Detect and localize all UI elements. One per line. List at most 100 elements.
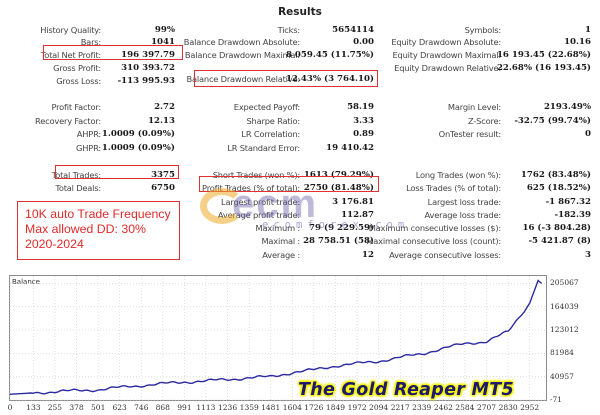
x-tick-label: 0 bbox=[7, 403, 13, 412]
stat-label: Ticks: bbox=[277, 25, 301, 35]
stat-label: Balance Drawdown Maximal: bbox=[184, 50, 300, 60]
stat-label: OnTester result: bbox=[438, 129, 502, 139]
stat-label: AHPR: bbox=[76, 129, 101, 139]
x-tick-label: 1726 bbox=[304, 403, 324, 412]
stat-label: Balance Drawdown Relative: bbox=[186, 74, 301, 84]
note-line-3: 2020-2024 bbox=[25, 237, 84, 251]
chart-title: Balance bbox=[12, 278, 40, 286]
stat-value: 196 397.79 bbox=[121, 50, 175, 60]
stat-value: 16 (-3 804.28) bbox=[522, 223, 591, 233]
stat-label: Equity Drawdown Absolute: bbox=[391, 37, 501, 47]
stat-value: 3 176.81 bbox=[332, 197, 374, 207]
stat-value: 22.68% (16 193.45) bbox=[496, 63, 591, 73]
y-tick-label: 205067 bbox=[550, 278, 579, 288]
stat-value: 1041 bbox=[151, 37, 175, 47]
stat-label: Loss Trades (% of total): bbox=[406, 183, 501, 193]
stat-value: 0.00 bbox=[353, 37, 374, 47]
stat-label: LR Standard Error: bbox=[227, 143, 300, 153]
stat-value: 12.13 bbox=[148, 116, 175, 126]
stat-label: Total Trades: bbox=[51, 170, 101, 180]
stat-value: 19 410.42 bbox=[326, 143, 374, 153]
brand-overlay: The Gold Reaper MT5 bbox=[298, 380, 514, 400]
stat-value: 16 193.45 (22.68%) bbox=[496, 50, 591, 60]
x-tick-label: 2830 bbox=[498, 403, 518, 412]
x-tick-label: 1236 bbox=[218, 403, 238, 412]
stat-label: Equity Drawdown Relative: bbox=[394, 63, 501, 73]
x-tick-label: 2584 bbox=[455, 403, 475, 412]
stat-value: 0 bbox=[585, 129, 591, 139]
x-tick-label: 2339 bbox=[412, 403, 432, 412]
stat-label: Largest profit trade: bbox=[221, 197, 300, 207]
stat-label: Expected Payoff: bbox=[233, 102, 300, 112]
x-tick-label: 2094 bbox=[369, 403, 389, 412]
x-tick-label: 2217 bbox=[390, 403, 410, 412]
stat-value: 79 (9 229.59) bbox=[309, 223, 374, 233]
stat-label: Recovery Factor: bbox=[35, 116, 101, 126]
strategy-note: 10K auto Trade Frequency Max allowed DD:… bbox=[17, 201, 180, 260]
stat-value: 5654114 bbox=[332, 25, 374, 35]
highlight-total-net-profit bbox=[43, 45, 183, 60]
stat-label: Profit Trades (% of total): bbox=[202, 183, 300, 193]
stat-label: Equity Drawdown Maximal: bbox=[392, 50, 502, 60]
y-tick-label: 123012 bbox=[550, 325, 579, 334]
stat-value: 310 393.72 bbox=[121, 63, 175, 73]
balance-chart bbox=[9, 275, 547, 401]
stat-value: 0.89 bbox=[353, 129, 374, 139]
x-tick-label: 255 bbox=[47, 403, 63, 412]
stat-label: Maximum consecutive losses ($): bbox=[368, 223, 502, 233]
stat-value: 10.16 bbox=[564, 37, 591, 47]
stat-label: Maximal consecutive loss (count): bbox=[366, 236, 501, 246]
stat-value: 12.43% (3 764.10) bbox=[285, 74, 374, 84]
x-tick-label: 2952 bbox=[520, 403, 540, 412]
stat-label: Short Trades (won %): bbox=[212, 170, 300, 180]
stat-label: GHPR: bbox=[76, 143, 101, 153]
stat-value: 12 bbox=[362, 250, 374, 260]
x-tick-label: 1604 bbox=[282, 403, 302, 412]
stat-label: Largest loss trade: bbox=[427, 197, 502, 207]
results-title: Results bbox=[278, 6, 322, 18]
stat-label: Maximal : bbox=[261, 236, 300, 246]
stat-value: 58.19 bbox=[347, 102, 374, 112]
stat-value: 99% bbox=[154, 25, 175, 35]
stat-label: Symbols: bbox=[464, 25, 502, 35]
note-line-1: 10K auto Trade Frequency bbox=[25, 207, 171, 221]
stat-label: Average loss trade: bbox=[424, 210, 502, 220]
stat-value: 2193.49% bbox=[543, 102, 591, 112]
x-tick-label: 1113 bbox=[196, 403, 216, 412]
x-tick-label: 2462 bbox=[433, 403, 453, 412]
stat-label: Maximum : bbox=[255, 223, 300, 233]
stat-label: Average profit trade: bbox=[217, 210, 300, 220]
x-tick-label: 991 bbox=[177, 403, 192, 412]
stat-label: Gross Loss: bbox=[56, 76, 101, 86]
note-line-2: Max allowed DD: 30% bbox=[25, 222, 146, 236]
y-tick-label: 81984 bbox=[550, 348, 574, 358]
y-tick-label: 40957 bbox=[550, 371, 574, 381]
x-tick-label: 1359 bbox=[239, 403, 259, 412]
x-tick-label: 133 bbox=[26, 403, 41, 412]
x-tick-label: 378 bbox=[69, 403, 84, 412]
stat-value: -182.39 bbox=[554, 210, 591, 220]
stat-value: 6750 bbox=[151, 183, 175, 193]
stat-value: 3 bbox=[585, 250, 591, 260]
stat-value: 1613 (79.29%) bbox=[303, 170, 374, 180]
stat-value: 112.87 bbox=[341, 210, 374, 220]
stat-label: Bars: bbox=[80, 37, 102, 47]
stat-value: 3375 bbox=[151, 170, 175, 180]
stat-label: Profit Factor: bbox=[51, 102, 101, 112]
x-tick-label: 2707 bbox=[476, 403, 497, 412]
stat-value: -32.75 (99.74%) bbox=[514, 116, 591, 126]
stat-label: LR Correlation: bbox=[241, 129, 300, 139]
stat-value: 8 059.45 (11.75%) bbox=[285, 50, 374, 60]
stat-value: -1 867.32 bbox=[545, 197, 591, 207]
x-tick-label: 623 bbox=[112, 403, 127, 412]
y-tick-label: -71 bbox=[550, 395, 563, 404]
x-tick-label: 1481 bbox=[261, 403, 281, 412]
stat-label: Long Trades (won %): bbox=[415, 170, 502, 180]
stat-label: History Quality: bbox=[40, 25, 101, 35]
x-tick-label: 1849 bbox=[325, 403, 346, 412]
x-tick-label: 501 bbox=[91, 403, 106, 412]
highlight-balance-drawdown-relative bbox=[194, 70, 378, 87]
stat-label: Balance Drawdown Absolute: bbox=[183, 37, 300, 47]
stat-value: 1.0009 (0.09%) bbox=[101, 143, 175, 153]
stat-value: 28 758.51 (58) bbox=[303, 236, 374, 246]
